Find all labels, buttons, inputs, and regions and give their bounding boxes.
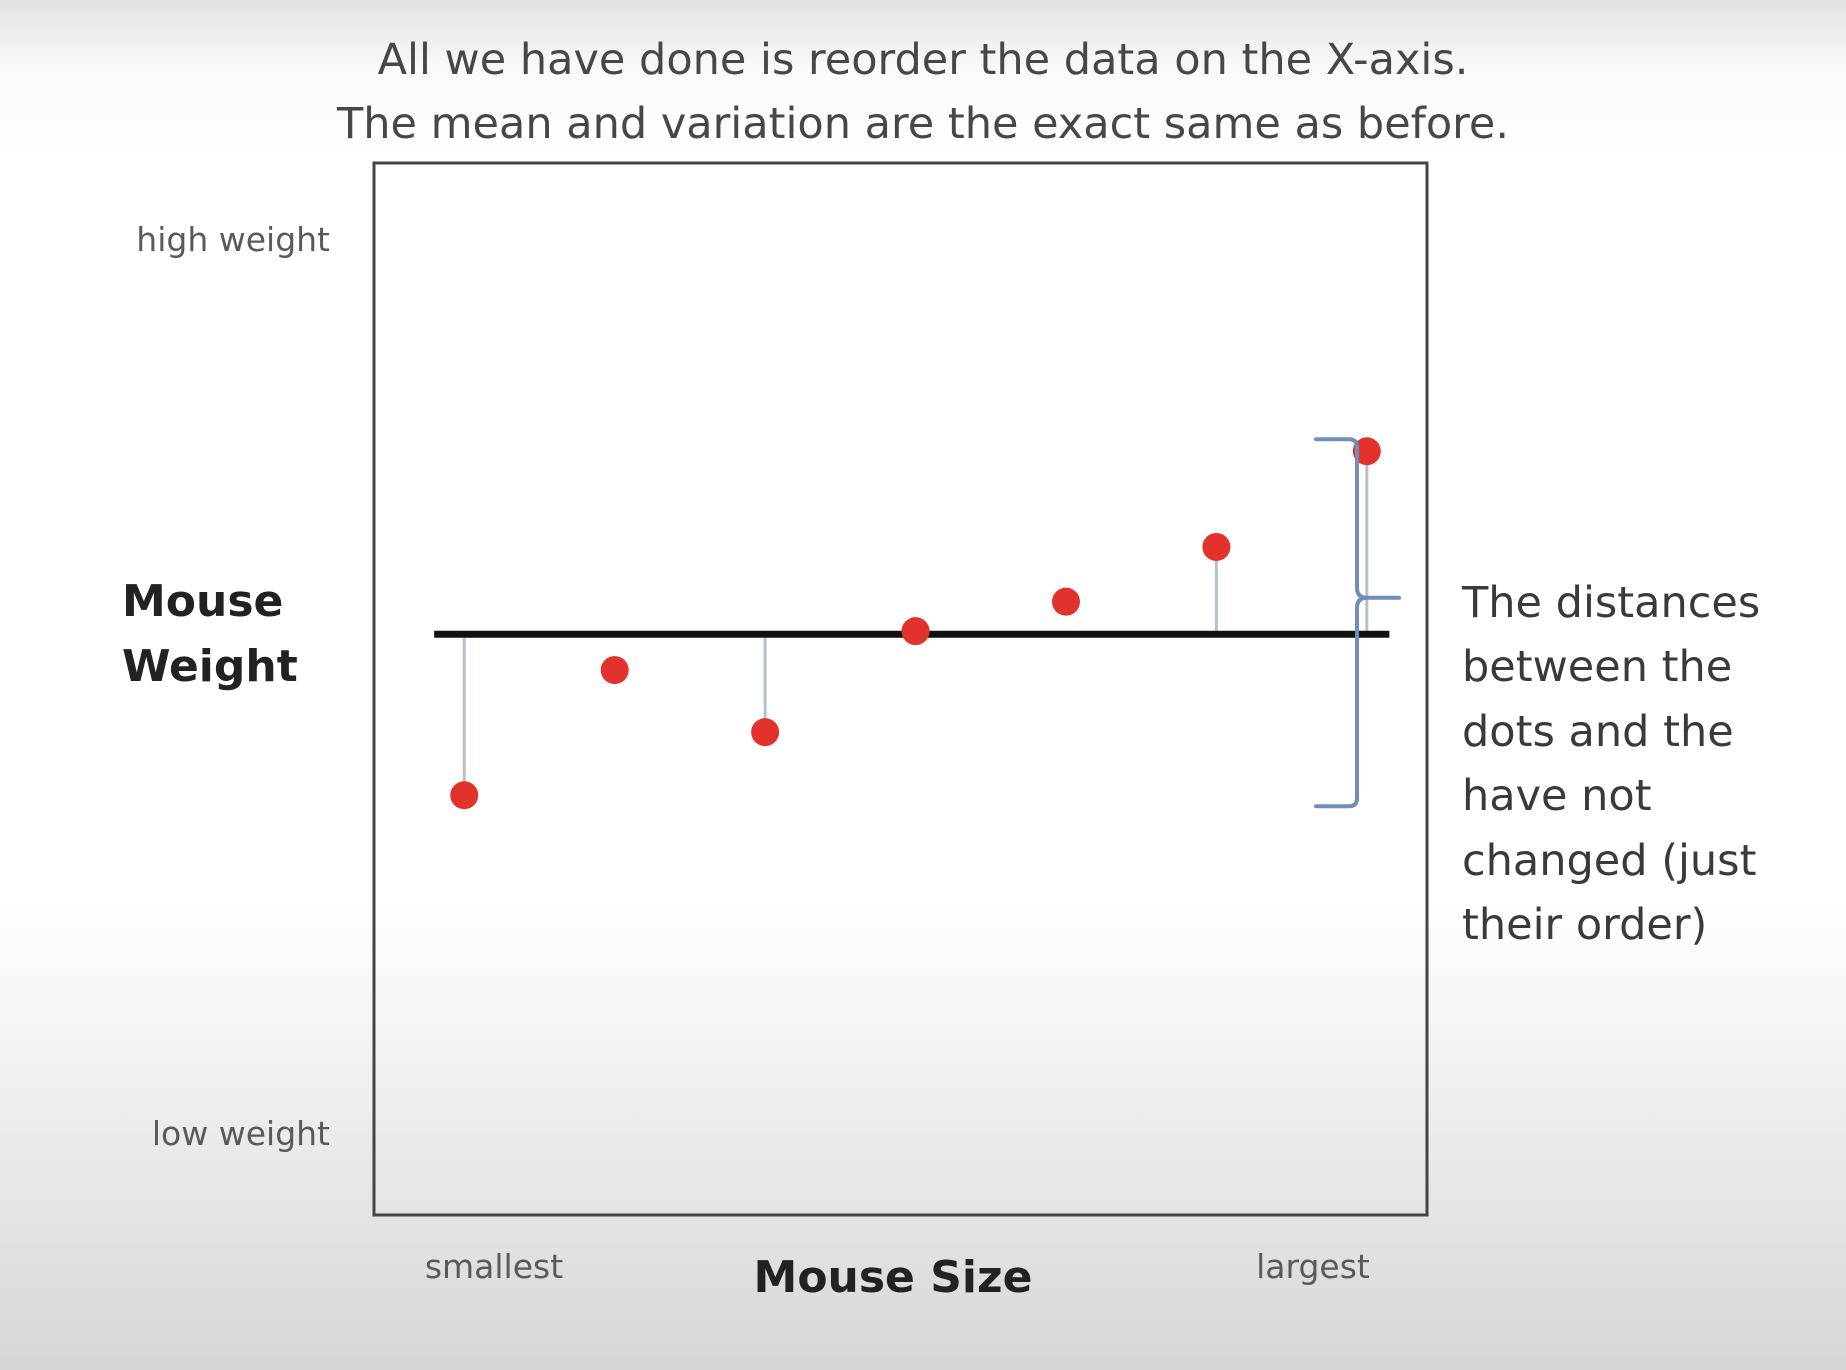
data-point [751,718,780,747]
data-point [901,617,930,646]
residual-brace [1314,437,1401,809]
annotation-line: between the [1462,642,1732,692]
y-tick-low: low weight [152,1114,330,1153]
data-point [1051,587,1080,616]
residual-lines [462,451,1369,796]
y-axis-label: Mouse Weight [122,576,299,692]
data-points [450,437,1381,810]
x-axis-label: Mouse Size [754,1252,1033,1303]
x-tick-smallest: smallest [425,1247,563,1286]
data-point [450,781,479,810]
annotation-line: their order) [1462,900,1707,950]
annotation-line: have not [1462,771,1652,821]
y-axis-label-line-2: Weight [122,641,298,692]
annotation-line: changed (just [1462,836,1756,886]
plot-frame [372,161,1429,1217]
annotation-line: dots and the [1462,707,1734,757]
y-axis-label-line-1: Mouse [122,576,283,627]
title-line-1: All we have done is reorder the data on … [377,35,1469,85]
data-point [1202,532,1231,561]
annotation-line: The distances [1461,578,1760,628]
y-tick-high: high weight [136,220,330,259]
x-tick-largest: largest [1256,1247,1370,1286]
annotation-text: The distances between the dots and the h… [1461,578,1774,950]
data-point [600,656,629,685]
data-point [1352,437,1381,466]
title-line-2: The mean and variation are the exact sam… [337,99,1509,149]
chart-title: All we have done is reorder the data on … [0,28,1846,156]
